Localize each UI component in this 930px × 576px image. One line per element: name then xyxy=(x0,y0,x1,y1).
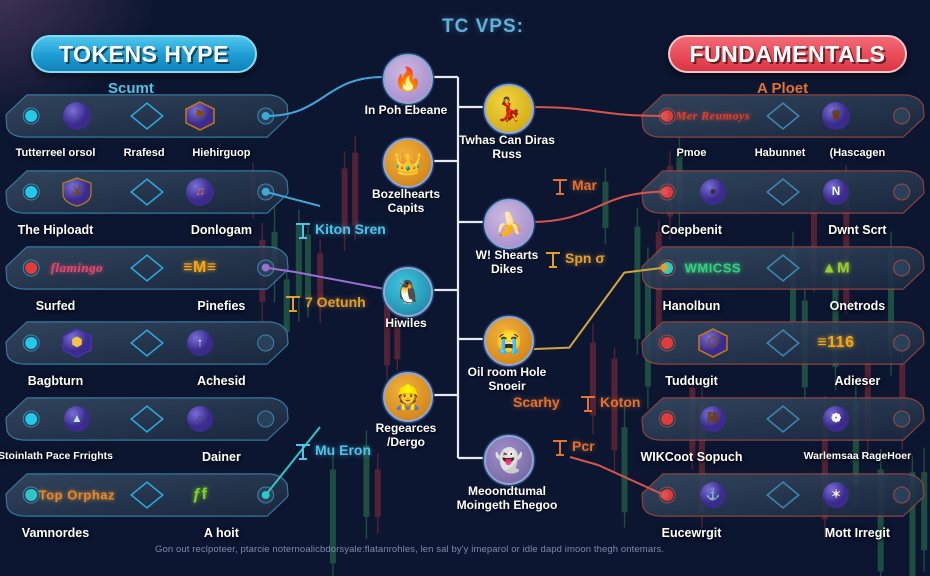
svg-text:⬢: ⬢ xyxy=(71,336,82,350)
svg-text:♫: ♫ xyxy=(195,184,204,198)
svg-text:●: ● xyxy=(709,185,716,198)
svg-text:⚑: ⚑ xyxy=(194,108,205,122)
svg-text:降: 降 xyxy=(707,411,719,425)
svg-text:▲: ▲ xyxy=(71,412,83,425)
svg-text:⚔: ⚔ xyxy=(71,184,82,198)
svg-text:⬡: ⬡ xyxy=(707,336,718,350)
svg-text:N: N xyxy=(832,185,841,198)
svg-text:♛: ♛ xyxy=(830,108,841,122)
svg-text:↑: ↑ xyxy=(197,337,203,350)
svg-text:✶: ✶ xyxy=(831,488,841,501)
svg-text:⌂: ⌂ xyxy=(196,412,203,425)
svg-text:❁: ❁ xyxy=(831,412,841,425)
svg-text:⚓: ⚓ xyxy=(706,487,721,501)
